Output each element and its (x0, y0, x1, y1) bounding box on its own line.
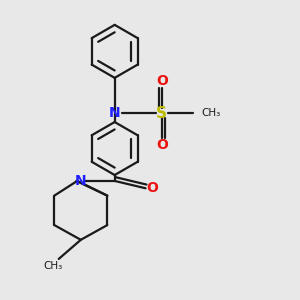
Text: O: O (146, 181, 158, 195)
Text: CH₃: CH₃ (43, 261, 62, 271)
Text: O: O (156, 74, 168, 88)
Text: N: N (75, 174, 87, 188)
Text: N: N (109, 106, 121, 120)
Text: S: S (156, 106, 167, 121)
Text: O: O (156, 138, 168, 152)
Text: CH₃: CH₃ (201, 108, 220, 118)
